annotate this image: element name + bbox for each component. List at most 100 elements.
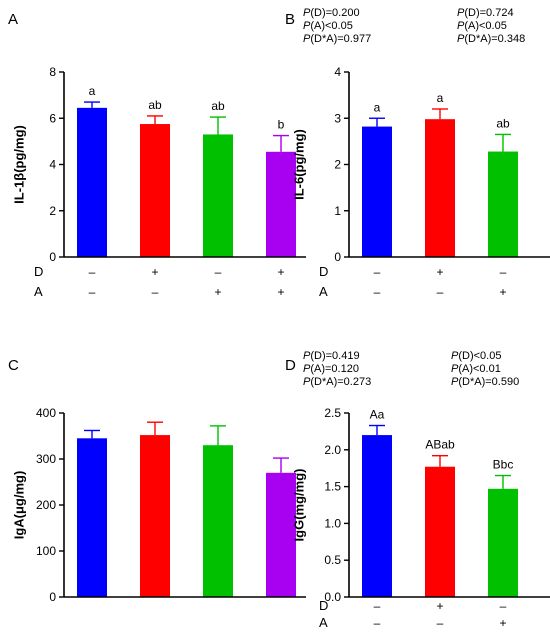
p-value-text: (D)=0.419: [310, 350, 359, 362]
p-value-line: P(D*A)=0.590: [451, 376, 519, 388]
bar: [425, 119, 455, 257]
p-value-text: (D*A)=0.273: [310, 376, 371, 388]
bar: [425, 466, 455, 597]
factor-level: +: [277, 265, 284, 279]
y-tick-label: 8: [49, 65, 56, 79]
p-value-line: P(D*A)=0.977: [303, 33, 371, 45]
y-axis-title: IgG(mg/mg): [291, 469, 306, 542]
p-value-text: (A)<0.01: [458, 363, 501, 375]
p-value-text: (A)=0.120: [310, 363, 359, 375]
significance-letter: b: [278, 118, 285, 132]
factor-level: –: [374, 265, 381, 279]
factor-level: –: [437, 616, 444, 630]
significance-letter: a: [89, 84, 96, 98]
y-tick-label: 1: [334, 204, 341, 218]
factor-level: +: [151, 265, 158, 279]
p-value-text: (D*A)=0.590: [458, 376, 519, 388]
factor-level: +: [499, 616, 506, 630]
bar: [362, 435, 392, 597]
p-value-text: (D)=0.724: [464, 7, 513, 19]
panel-c: CP(D)=0.419P(A)=0.120P(D*A)=0.273IgA(μg/…: [8, 350, 371, 604]
panel-a: A P(D)=0.200P(A)<0.05P(D*A)=0.977IL-1β(pg…: [8, 7, 371, 299]
factor-level: –: [374, 616, 381, 630]
p-symbol: P: [451, 350, 459, 362]
p-value-line: P(D*A)=0.273: [303, 376, 371, 388]
y-tick-label: 1.5: [324, 480, 341, 494]
y-tick-label: 3: [334, 111, 341, 125]
bar: [488, 151, 518, 257]
y-tick-label: 2.0: [324, 443, 341, 457]
p-value-line: P(D)=0.724: [457, 7, 514, 19]
factor-level: –: [500, 265, 507, 279]
bar: [362, 126, 392, 257]
p-symbol: P: [303, 376, 311, 388]
factor-name: D: [319, 264, 328, 279]
y-tick-label: 2.5: [324, 406, 341, 420]
p-value-text: (D*A)=0.348: [464, 33, 525, 45]
p-symbol: P: [303, 20, 311, 32]
panel-letter: C: [8, 357, 19, 374]
significance-letter: Bbc: [493, 458, 514, 472]
p-value-text: (A)<0.05: [310, 20, 353, 32]
y-tick-label: 0.5: [324, 553, 341, 567]
y-tick-label: 300: [36, 452, 56, 466]
significance-letter: ab: [496, 116, 510, 130]
factor-name: A: [319, 615, 328, 630]
factor-level: –: [215, 265, 222, 279]
factor-level: –: [89, 265, 96, 279]
p-symbol: P: [303, 7, 311, 19]
p-symbol: P: [457, 7, 465, 19]
y-tick-label: 400: [36, 406, 56, 420]
bar: [266, 472, 296, 597]
factor-level: –: [152, 285, 159, 299]
panel-d: DP(D)<0.05P(A)<0.01P(D*A)=0.590IgG(mg/mg…: [285, 350, 550, 630]
y-tick-label: 0: [49, 250, 56, 264]
y-tick-label: 4: [334, 65, 341, 79]
significance-letter: ab: [148, 98, 162, 112]
bar: [140, 124, 170, 257]
p-symbol: P: [451, 363, 459, 375]
factor-level: +: [277, 285, 284, 299]
bar: [77, 438, 107, 597]
y-tick-label: 2: [334, 158, 341, 172]
factor-name: D: [319, 598, 328, 613]
panel-b: B P(D)=0.724P(A)<0.05P(D*A)=0.348IL-6(pg/…: [285, 7, 550, 299]
factor-level: +: [436, 265, 443, 279]
significance-letter: a: [437, 91, 444, 105]
factor-level: –: [374, 285, 381, 299]
p-value-line: P(A)<0.01: [451, 363, 501, 375]
factor-level: –: [374, 599, 381, 613]
factor-name: A: [319, 284, 328, 299]
factor-level: –: [437, 285, 444, 299]
bar: [266, 151, 296, 257]
p-symbol: P: [457, 20, 465, 32]
p-value-text: (D)=0.200: [310, 7, 359, 19]
p-value-line: P(A)=0.120: [303, 363, 359, 375]
p-value-line: P(A)<0.05: [303, 20, 353, 32]
p-value-line: P(A)<0.05: [457, 20, 507, 32]
p-symbol: P: [303, 33, 311, 45]
y-axis-title: IgA(μg/mg): [11, 471, 26, 540]
bar: [77, 107, 107, 257]
p-symbol: P: [451, 376, 459, 388]
panel-letter: B: [285, 11, 295, 28]
y-tick-label: 0: [49, 590, 56, 604]
p-value-line: P(D)<0.05: [451, 350, 501, 362]
factor-level: +: [499, 285, 506, 299]
y-tick-label: 6: [49, 111, 56, 125]
p-value-line: P(D*A)=0.348: [457, 33, 525, 45]
y-tick-label: 200: [36, 498, 56, 512]
p-value-text: (A)<0.05: [464, 20, 507, 32]
factor-level: –: [500, 599, 507, 613]
bar: [488, 488, 518, 597]
panel-letter: A: [8, 11, 18, 28]
p-value-text: (D)<0.05: [458, 350, 501, 362]
panel-letter: D: [285, 357, 296, 374]
p-symbol: P: [303, 350, 311, 362]
y-axis-title: IL-1β(pg/mg): [11, 125, 26, 204]
factor-name: A: [34, 284, 43, 299]
factor-level: –: [89, 285, 96, 299]
y-tick-label: 0: [334, 250, 341, 264]
bar: [203, 445, 233, 597]
